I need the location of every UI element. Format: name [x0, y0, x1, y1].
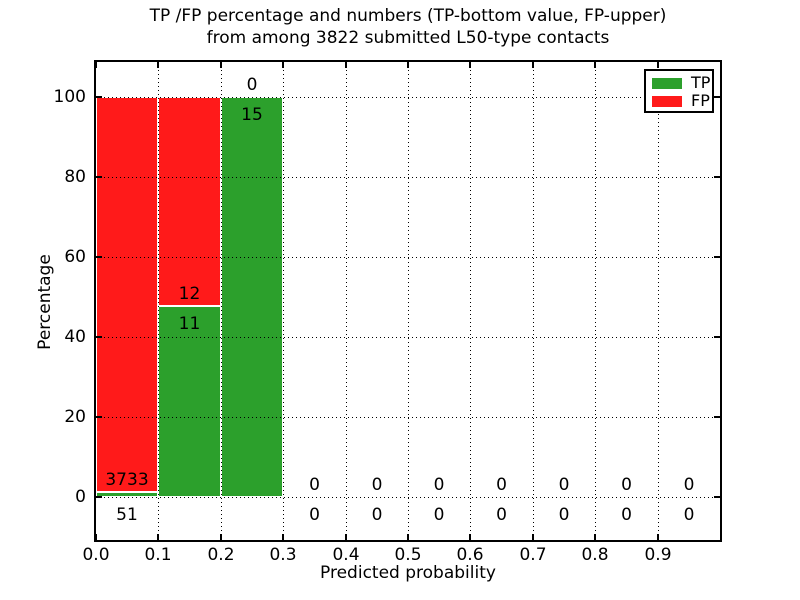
x-tick-label: 0.2: [207, 545, 235, 565]
tp-count-label: 0: [309, 505, 320, 525]
x-tick-label: 0.3: [269, 545, 297, 565]
legend-swatch-tp-icon: [652, 77, 682, 89]
tp-count-label: 0: [433, 505, 445, 525]
legend-swatch-fp-icon: [652, 95, 682, 107]
y-tick-label: 0: [75, 487, 86, 507]
x-tick-mark-top: [345, 62, 347, 68]
legend-entry-tp: TP: [652, 74, 712, 92]
bar-fp-segment: [96, 97, 158, 492]
chart-title-line2: from among 3822 submitted L50-type conta…: [206, 28, 610, 48]
bar-tp-segment: [96, 491, 158, 497]
y-tick-label: 100: [53, 87, 86, 107]
bar-fp-segment: [158, 97, 221, 306]
y-tick-mark: [96, 496, 102, 498]
gridline-vertical: [595, 62, 596, 540]
x-tick-mark-top: [95, 62, 97, 68]
x-tick-mark: [594, 534, 596, 540]
y-tick-mark: [96, 176, 102, 178]
x-tick-label: 0.1: [144, 545, 172, 565]
fp-count-label: 0: [433, 475, 445, 495]
gridline-vertical: [470, 62, 471, 540]
x-tick-label: 0.9: [644, 545, 672, 565]
gridline-vertical: [533, 62, 534, 540]
x-tick-mark: [407, 534, 409, 540]
y-tick-mark: [96, 336, 102, 338]
y-tick-mark-right: [714, 96, 720, 98]
fp-count-label: 0: [371, 475, 383, 495]
y-tick-mark: [96, 416, 102, 418]
chart-title: TP /FP percentage and numbers (TP-bottom…: [96, 5, 720, 49]
legend-label-tp: TP: [691, 73, 711, 92]
x-tick-mark: [345, 534, 347, 540]
tp-count-label: 11: [178, 313, 201, 334]
x-tick-mark-top: [657, 62, 659, 68]
bar-tp-segment: [158, 305, 221, 497]
legend: TP FP: [644, 69, 714, 113]
y-tick-label: 20: [64, 407, 86, 427]
plot-area: TP FP 3733 51 12 11 0 15 0 0 0 0 0 0 0 0 0 0 0 0 0 0: [94, 60, 722, 542]
x-tick-mark: [220, 534, 222, 540]
tp-count-label: 0: [621, 505, 632, 525]
x-tick-mark-top: [594, 62, 596, 68]
tp-count-label: 0: [371, 505, 383, 525]
gridline-vertical: [221, 62, 222, 540]
x-tick-label: 0.6: [456, 545, 484, 565]
x-tick-label: 0.4: [332, 545, 360, 565]
y-tick-mark-right: [714, 496, 720, 498]
y-tick-mark-right: [714, 256, 720, 258]
tp-count-label: 51: [116, 505, 138, 525]
x-tick-mark-top: [157, 62, 159, 68]
gridline-vertical: [346, 62, 347, 540]
x-tick-mark-top: [469, 62, 471, 68]
x-tick-label: 0.8: [581, 545, 609, 565]
x-tick-mark-top: [282, 62, 284, 68]
y-tick-mark: [96, 96, 102, 98]
fp-count-label: 0: [496, 475, 507, 495]
x-tick-mark: [282, 534, 284, 540]
tp-count-label: 15: [241, 105, 263, 125]
y-tick-label: 40: [64, 327, 86, 347]
x-tick-label: 0.5: [394, 545, 422, 565]
x-tick-mark: [157, 534, 159, 540]
gridline-vertical: [658, 62, 659, 540]
fp-count-label: 0: [683, 475, 695, 495]
y-tick-label: 60: [64, 247, 86, 267]
y-tick-mark: [96, 256, 102, 258]
x-tick-mark: [532, 534, 534, 540]
y-tick-mark-right: [714, 336, 720, 338]
gridline-vertical: [408, 62, 409, 540]
x-tick-label: 0.0: [82, 545, 110, 565]
fp-count-label: 0: [246, 75, 258, 95]
x-axis-label: Predicted probability: [320, 563, 496, 583]
fp-count-label: 12: [178, 283, 201, 304]
chart-title-line1: TP /FP percentage and numbers (TP-bottom…: [149, 6, 667, 26]
legend-entry-fp: FP: [652, 92, 712, 110]
fp-count-label: 0: [309, 475, 320, 495]
fp-count-label: 3733: [105, 469, 149, 490]
x-tick-mark: [469, 534, 471, 540]
x-tick-mark-top: [407, 62, 409, 68]
x-tick-label: 0.7: [519, 545, 547, 565]
x-tick-mark-top: [532, 62, 534, 68]
fp-count-label: 0: [558, 475, 570, 495]
bar-tp-segment: [221, 97, 283, 497]
tp-count-label: 0: [683, 505, 695, 525]
x-tick-mark: [95, 534, 97, 540]
gridline-vertical: [283, 62, 284, 540]
gridline-vertical: [158, 62, 159, 540]
y-tick-label: 80: [64, 167, 86, 187]
tp-count-label: 0: [558, 505, 570, 525]
y-tick-mark-right: [714, 176, 720, 178]
fp-count-label: 0: [621, 475, 632, 495]
x-tick-mark: [657, 534, 659, 540]
y-axis-label: Percentage: [35, 254, 55, 350]
legend-label-fp: FP: [691, 91, 710, 110]
x-tick-mark-top: [220, 62, 222, 68]
y-tick-mark-right: [714, 416, 720, 418]
tp-count-label: 0: [496, 505, 507, 525]
